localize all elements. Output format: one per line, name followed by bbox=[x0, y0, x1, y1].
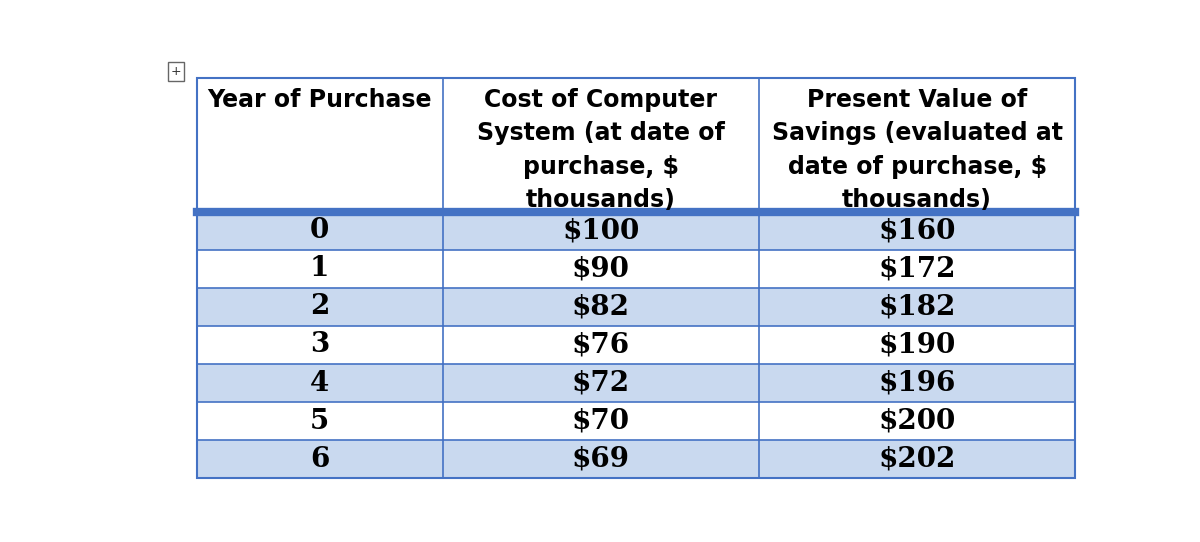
Bar bbox=[197, 440, 1075, 478]
Bar bbox=[197, 78, 1075, 212]
Text: 4: 4 bbox=[310, 370, 329, 397]
Bar bbox=[197, 212, 1075, 250]
Text: +: + bbox=[170, 65, 181, 78]
Text: 3: 3 bbox=[310, 332, 329, 358]
Text: $172: $172 bbox=[878, 255, 956, 282]
Bar bbox=[197, 250, 1075, 288]
Text: $82: $82 bbox=[571, 293, 630, 320]
Text: $100: $100 bbox=[562, 217, 640, 244]
Bar bbox=[197, 326, 1075, 364]
Text: $182: $182 bbox=[878, 293, 956, 320]
Text: Present Value of
Savings (evaluated at
date of purchase, $
thousands): Present Value of Savings (evaluated at d… bbox=[772, 88, 1063, 212]
Bar bbox=[197, 364, 1075, 402]
Text: Cost of Computer
System (at date of
purchase, $
thousands): Cost of Computer System (at date of purc… bbox=[476, 88, 725, 212]
Text: 1: 1 bbox=[310, 255, 329, 282]
Text: $160: $160 bbox=[878, 217, 956, 244]
Text: 5: 5 bbox=[310, 408, 329, 435]
Text: $196: $196 bbox=[878, 370, 956, 397]
Text: $69: $69 bbox=[571, 446, 630, 473]
Text: $202: $202 bbox=[878, 446, 956, 473]
Bar bbox=[197, 288, 1075, 326]
Text: $76: $76 bbox=[571, 332, 630, 358]
Text: Year of Purchase: Year of Purchase bbox=[208, 88, 432, 112]
Text: $200: $200 bbox=[878, 408, 955, 435]
Text: 2: 2 bbox=[310, 293, 329, 320]
Text: 6: 6 bbox=[310, 446, 329, 473]
Text: 0: 0 bbox=[310, 217, 329, 244]
Text: $72: $72 bbox=[571, 370, 630, 397]
Text: $70: $70 bbox=[571, 408, 630, 435]
Text: $190: $190 bbox=[878, 332, 955, 358]
Bar bbox=[197, 402, 1075, 440]
Text: $90: $90 bbox=[572, 255, 630, 282]
